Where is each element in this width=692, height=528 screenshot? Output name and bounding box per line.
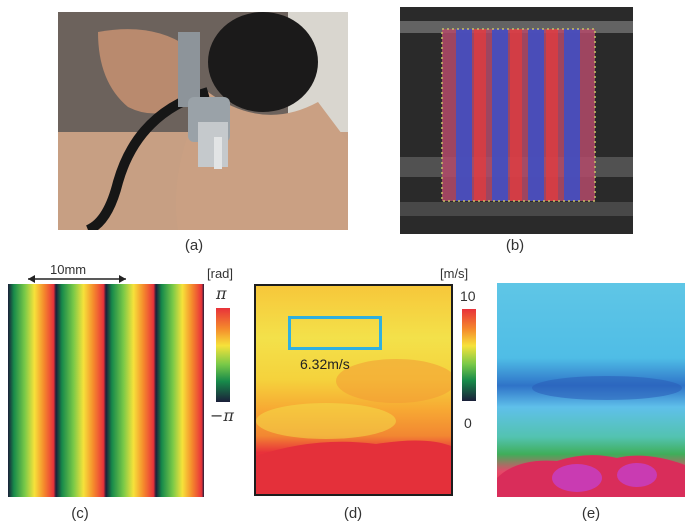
caption-c: (c)	[71, 505, 89, 522]
ultrasound-overlay	[400, 7, 633, 234]
photo-probe-on-shoulder	[58, 12, 348, 230]
scale-bar-label: 10mm	[50, 262, 87, 277]
scale-bar-arrow	[28, 275, 126, 283]
elasticity-map	[497, 283, 685, 497]
roi-box	[288, 316, 382, 350]
phase-unit-label: [rad]	[207, 266, 234, 281]
velocity-map	[254, 284, 453, 496]
photo-illustration	[58, 12, 348, 230]
phase-colorbar	[216, 308, 230, 402]
scale-bar	[26, 264, 128, 284]
phase-colorbar-top: π	[216, 284, 227, 303]
velocity-colorbar-top: 10	[460, 288, 476, 304]
velocity-unit-label: [m/s]	[440, 266, 469, 281]
velocity-colorbar-bottom: 0	[464, 415, 472, 431]
ultrasound-image	[400, 7, 633, 234]
phase-map	[8, 284, 204, 497]
velocity-colorbar	[462, 309, 476, 401]
elasticity-map-fill	[497, 283, 685, 497]
caption-e: (e)	[581, 505, 601, 522]
roi-value-label: 6.32m/s	[300, 356, 350, 372]
phase-colorbar-bottom: −π	[210, 406, 234, 425]
caption-b: (b)	[505, 237, 525, 254]
velocity-map-fill	[256, 286, 451, 494]
caption-d: (d)	[343, 505, 363, 522]
phase-map-stripes	[8, 284, 204, 497]
caption-a: (a)	[184, 237, 204, 254]
